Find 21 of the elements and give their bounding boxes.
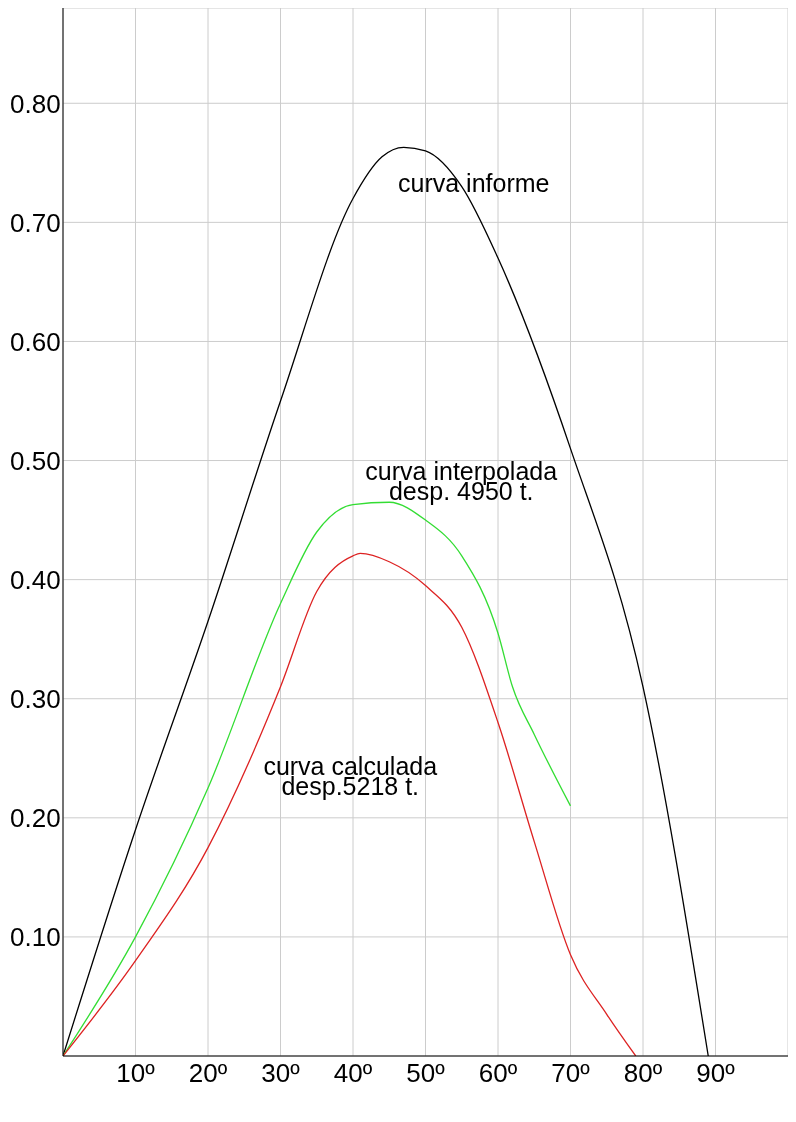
y-tick-label: 0.20 bbox=[10, 803, 61, 834]
x-tick-label: 20º bbox=[188, 1058, 228, 1089]
x-tick-label: 90º bbox=[696, 1058, 736, 1089]
series-label: curva calculada desp.5218 t. bbox=[263, 752, 438, 801]
series-label: curva informe bbox=[398, 169, 550, 198]
y-tick-label: 0.70 bbox=[10, 207, 61, 238]
y-tick-label: 0.80 bbox=[10, 88, 61, 119]
y-tick-label: 0.50 bbox=[10, 445, 61, 476]
y-tick-label: 0.40 bbox=[10, 564, 61, 595]
y-tick-label: 0.10 bbox=[10, 922, 61, 953]
x-tick-label: 10º bbox=[116, 1058, 156, 1089]
x-tick-label: 80º bbox=[623, 1058, 663, 1089]
y-tick-label: 0.60 bbox=[10, 326, 61, 357]
series-label: curva interpolada desp. 4950 t. bbox=[365, 457, 558, 506]
x-tick-label: 40º bbox=[333, 1058, 373, 1089]
x-tick-label: 30º bbox=[261, 1058, 301, 1089]
x-tick-label: 50º bbox=[406, 1058, 446, 1089]
y-tick-label: 0.30 bbox=[10, 683, 61, 714]
x-tick-label: 70º bbox=[551, 1058, 591, 1089]
line-series bbox=[63, 552, 637, 1056]
x-tick-label: 60º bbox=[478, 1058, 518, 1089]
